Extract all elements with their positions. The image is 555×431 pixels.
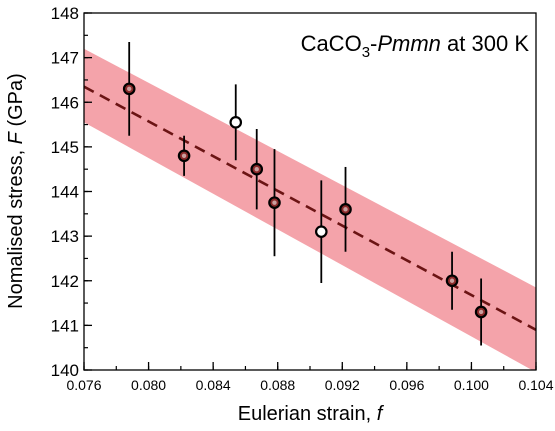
data-points [122, 82, 488, 319]
annotation-formula: CaCO [301, 31, 362, 56]
x-tick-label: 0.092 [325, 377, 360, 393]
annotation-separator: - [370, 31, 377, 56]
y-axis-ticks: 140 141 142 143 144 145 146 147 148 [51, 4, 92, 380]
x-axis-label-var: f [377, 403, 385, 425]
annotation-subscript: 3 [362, 44, 370, 61]
x-tick-label: 0.080 [131, 377, 166, 393]
data-point-open [229, 116, 243, 129]
data-point-highlight [449, 278, 455, 283]
data-point-highlight [272, 200, 277, 205]
y-tick-label: 145 [51, 138, 79, 157]
x-tick-label: 0.100 [454, 377, 489, 393]
data-point-highlight [181, 153, 187, 158]
annotation-space-group: Pmmn [377, 31, 441, 56]
x-tick-label: 0.088 [260, 377, 295, 393]
fit-line [84, 85, 536, 331]
y-tick-label: 141 [51, 316, 79, 335]
y-axis-label: Nomalised stress, F (GPa) [5, 73, 27, 309]
data-point-highlight [343, 207, 348, 212]
x-axis-label-text: Eulerian strain, [238, 403, 377, 425]
x-tick-label: 0.096 [389, 377, 424, 393]
data-point-highlight [478, 309, 484, 315]
x-axis-ticks: 0.076 0.080 0.084 0.088 0.092 0.096 0.100 0.104 [66, 362, 554, 393]
data-point-highlight [127, 86, 132, 92]
chart-annotation: CaCO3-Pmmn at 300 K [301, 31, 530, 61]
annotation-condition: at 300 K [441, 31, 529, 56]
x-tick-label: 0.084 [196, 377, 231, 393]
x-axis-label: Eulerian strain, f [238, 403, 385, 425]
y-axis-label-var: F [5, 130, 27, 144]
y-tick-label: 143 [51, 227, 79, 246]
y-tick-label: 148 [51, 4, 79, 23]
x-tick-label: 0.076 [66, 377, 101, 393]
y-axis-label-text: Nomalised stress, [5, 144, 27, 309]
x-tick-label: 0.104 [518, 377, 553, 393]
y-tick-label: 144 [51, 183, 79, 202]
fit-line-path [84, 85, 536, 331]
confidence-band [84, 48, 536, 370]
y-tick-label: 146 [51, 93, 79, 112]
y-axis-label-unit: (GPa) [5, 73, 27, 132]
confidence-band-area [84, 48, 536, 370]
y-tick-label: 140 [51, 361, 79, 380]
data-point-highlight [254, 166, 259, 172]
y-tick-label: 142 [51, 272, 79, 291]
data-point-open [314, 225, 328, 238]
y-tick-label: 147 [51, 49, 79, 68]
